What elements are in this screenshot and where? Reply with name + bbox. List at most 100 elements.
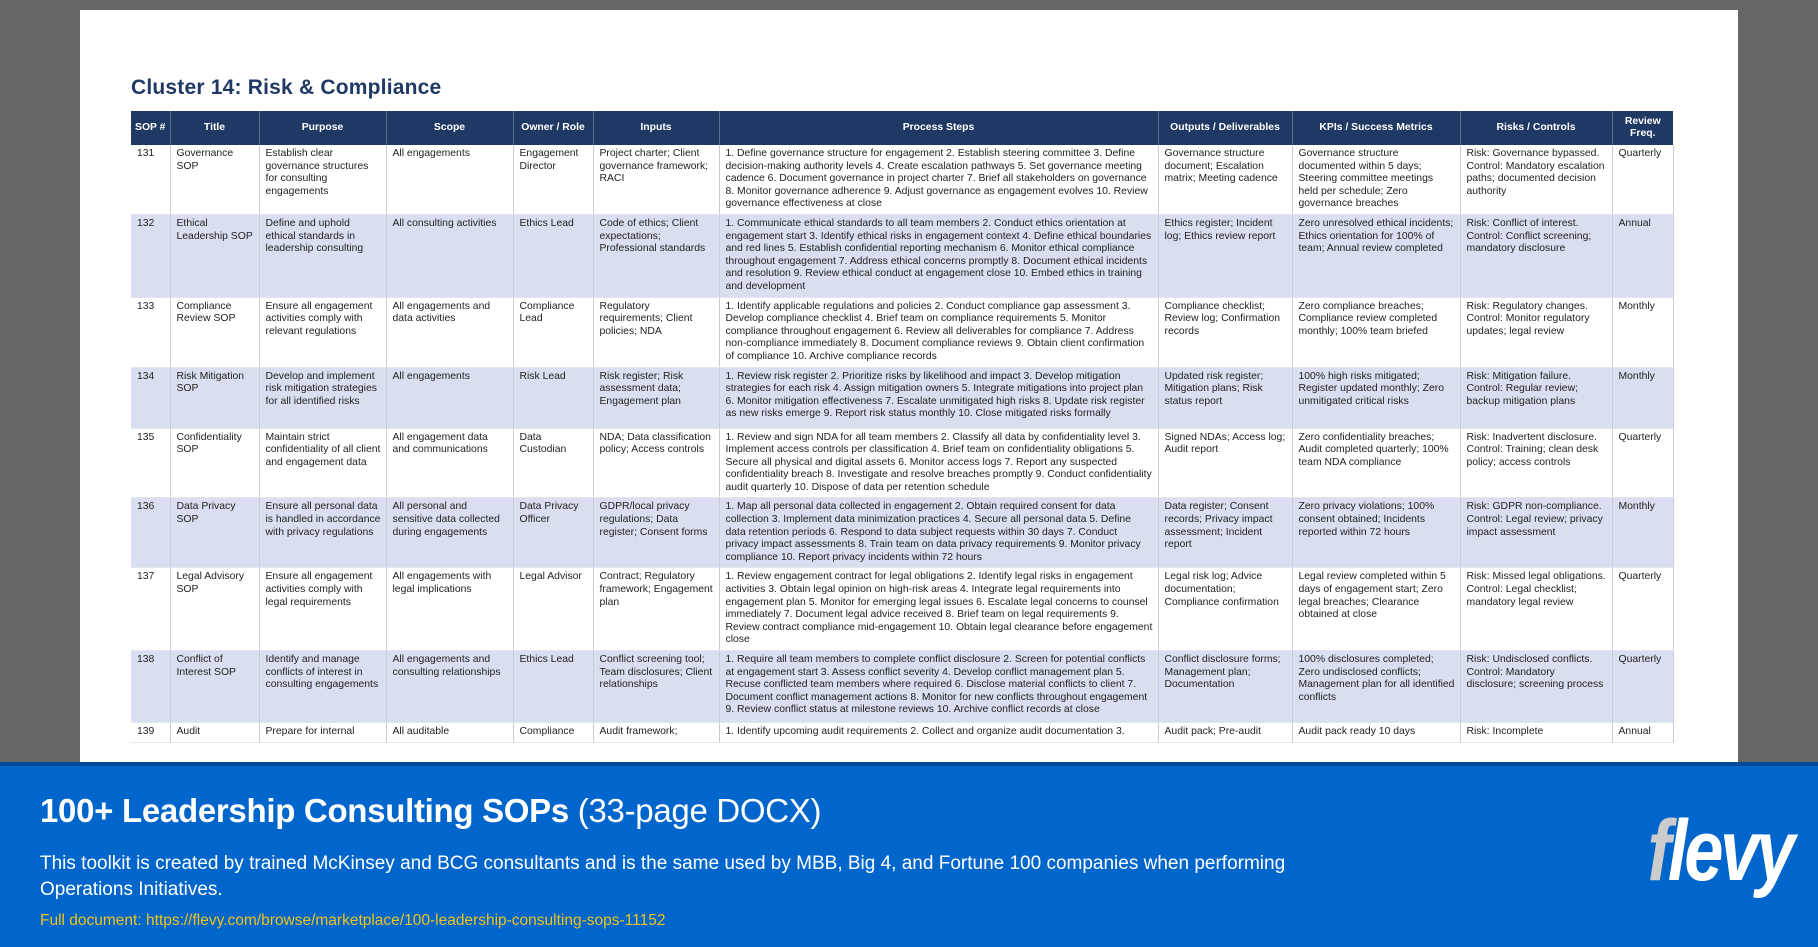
process-steps-cell: 1. Review engagement contract for legal … xyxy=(718,567,1158,651)
risks-controls-cell: Risk: Governance bypassed. Control: Mand… xyxy=(1459,145,1612,215)
col-header-scope: Scope xyxy=(385,111,513,145)
outputs-cell: Signed NDAs; Access log; Audit report xyxy=(1157,428,1292,499)
inputs-cell: Code of ethics; Client expectations; Pro… xyxy=(592,214,719,298)
col-header-title: Title xyxy=(169,111,259,145)
kpis-cell: Zero confidentiality breaches; Audit com… xyxy=(1291,428,1460,499)
scope-cell: All engagement data and communications xyxy=(385,428,513,499)
outputs-cell: Governance structure document; Escalatio… xyxy=(1157,145,1292,215)
sop-number-cell: 136 xyxy=(131,497,170,569)
table-header-row: SOP # Title Purpose Scope Owner / Role I… xyxy=(131,111,1673,145)
purpose-cell: Ensure all personal data is handled in a… xyxy=(258,497,386,569)
process-steps-cell: 1. Identify upcoming audit requirements … xyxy=(718,722,1158,743)
purpose-cell: Ensure all engagement activities comply … xyxy=(258,567,386,651)
cluster-heading: Cluster 14: Risk & Compliance xyxy=(131,76,442,99)
table-row: 135 Confidentiality SOP Maintain strict co… xyxy=(131,428,1674,499)
purpose-cell: Establish clear governance structures fo… xyxy=(258,145,386,215)
inputs-cell: Audit framework; xyxy=(592,722,719,743)
col-header-owner: Owner / Role xyxy=(512,111,593,145)
inputs-cell: GDPR/local privacy regulations; Data reg… xyxy=(592,497,719,569)
logo-rest: levy xyxy=(1667,803,1795,899)
review-frequency-cell: Quarterly xyxy=(1611,567,1674,651)
review-frequency-cell: Quarterly xyxy=(1611,145,1674,215)
process-steps-cell: 1. Require all team members to complete … xyxy=(718,650,1158,723)
outputs-cell: Audit pack; Pre-audit xyxy=(1157,722,1292,743)
sop-title-cell: Conflict of Interest SOP xyxy=(169,650,259,723)
promo-banner: 100+ Leadership Consulting SOPs (33-page… xyxy=(0,762,1818,947)
table-row: 136 Data Privacy SOP Ensure all personal d… xyxy=(131,497,1674,569)
review-frequency-cell: Annual xyxy=(1611,214,1674,298)
scope-cell: All engagements xyxy=(385,367,513,429)
process-steps-cell: 1. Define governance structure for engag… xyxy=(718,145,1158,215)
sop-title-cell: Risk Mitigation SOP xyxy=(169,367,259,429)
scope-cell: All engagements with legal implications xyxy=(385,567,513,651)
col-header-review-freq: Review Freq. xyxy=(1611,111,1673,145)
sop-number-cell: 131 xyxy=(131,145,170,215)
owner-role-cell: Data Custodian xyxy=(512,428,593,499)
inputs-cell: Regulatory requirements; Client policies… xyxy=(592,297,719,368)
sop-number-cell: 132 xyxy=(131,214,170,298)
risks-controls-cell: Risk: Missed legal obligations. Control:… xyxy=(1459,567,1612,651)
scope-cell: All engagements and consulting relations… xyxy=(385,650,513,723)
table-row: 132 Ethical Leadership SOP Define and upho… xyxy=(131,214,1674,298)
banner-title-pages: (33-page DOCX) xyxy=(568,792,822,829)
table-row: 133 Compliance Review SOP Ensure all engag… xyxy=(131,297,1674,368)
sop-table: SOP # Title Purpose Scope Owner / Role I… xyxy=(131,111,1674,743)
banner-description: This toolkit is created by trained McKin… xyxy=(40,853,1286,900)
kpis-cell: Zero unresolved ethical incidents; Ethic… xyxy=(1291,214,1460,298)
kpis-cell: Audit pack ready 10 days xyxy=(1291,722,1460,743)
owner-role-cell: Compliance xyxy=(512,722,593,743)
outputs-cell: Legal risk log; Advice documentation; Co… xyxy=(1157,567,1292,651)
purpose-cell: Identify and manage conflicts of interes… xyxy=(258,650,386,723)
process-steps-cell: 1. Identify applicable regulations and p… xyxy=(718,297,1158,368)
inputs-cell: Project charter; Client governance frame… xyxy=(592,145,719,215)
owner-role-cell: Legal Advisor xyxy=(512,567,593,651)
inputs-cell: Conflict screening tool; Team disclosure… xyxy=(592,650,719,723)
kpis-cell: Zero privacy violations; 100% consent ob… xyxy=(1291,497,1460,569)
risks-controls-cell: Risk: Regulatory changes. Control: Monit… xyxy=(1459,297,1612,368)
risks-controls-cell: Risk: Inadvertent disclosure. Control: T… xyxy=(1459,428,1612,499)
process-steps-cell: 1. Review risk register 2. Prioritize ri… xyxy=(718,367,1158,429)
owner-role-cell: Data Privacy Officer xyxy=(512,497,593,569)
sop-title-cell: Governance SOP xyxy=(169,145,259,215)
review-frequency-cell: Quarterly xyxy=(1611,428,1674,499)
banner-title-main: 100+ Leadership Consulting SOPs xyxy=(40,792,569,829)
table-row: 134 Risk Mitigation SOP Develop and implem… xyxy=(131,367,1674,429)
full-document-link[interactable]: Full document: https://flevy.com/browse/… xyxy=(40,912,666,929)
scope-cell: All engagements and data activities xyxy=(385,297,513,368)
kpis-cell: 100% high risks mitigated; Register upda… xyxy=(1291,367,1460,429)
table-row: 137 Legal Advisory SOP Ensure all engageme… xyxy=(131,567,1674,651)
table-row: 138 Conflict of Interest SOP Identify and … xyxy=(131,650,1674,723)
sop-title-cell: Compliance Review SOP xyxy=(169,297,259,368)
process-steps-cell: 1. Map all personal data collected in en… xyxy=(718,497,1158,569)
outputs-cell: Ethics register; Incident log; Ethics re… xyxy=(1157,214,1292,298)
col-header-kpis: KPIs / Success Metrics xyxy=(1291,111,1460,145)
col-header-sop: SOP # xyxy=(131,111,170,145)
risks-controls-cell: Risk: Conflict of interest. Control: Con… xyxy=(1459,214,1612,298)
document-page: Cluster 14: Risk & Compliance SOP # Titl… xyxy=(80,10,1738,770)
scope-cell: All auditable xyxy=(385,722,513,743)
kpis-cell: 100% disclosures completed; Zero undiscl… xyxy=(1291,650,1460,723)
inputs-cell: Contract; Regulatory framework; Engageme… xyxy=(592,567,719,651)
flevy-logo[interactable]: flevy xyxy=(1647,803,1796,899)
outputs-cell: Conflict disclosure forms; Management pl… xyxy=(1157,650,1292,723)
sop-title-cell: Ethical Leadership SOP xyxy=(169,214,259,298)
col-header-inputs: Inputs xyxy=(592,111,719,145)
review-frequency-cell: Annual xyxy=(1611,722,1674,743)
sop-title-cell: Legal Advisory SOP xyxy=(169,567,259,651)
risks-controls-cell: Risk: Undisclosed conflicts. Control: Ma… xyxy=(1459,650,1612,723)
risks-controls-cell: Risk: Incomplete xyxy=(1459,722,1612,743)
kpis-cell: Legal review completed within 5 days of … xyxy=(1291,567,1460,651)
sop-number-cell: 133 xyxy=(131,297,170,368)
logo-f: f xyxy=(1647,803,1671,899)
owner-role-cell: Engagement Director xyxy=(512,145,593,215)
col-header-outputs: Outputs / Deliverables xyxy=(1157,111,1292,145)
outputs-cell: Updated risk register; Mitigation plans;… xyxy=(1157,367,1292,429)
owner-role-cell: Risk Lead xyxy=(512,367,593,429)
table-row: 139 Audit Prepare for internal All auditabl… xyxy=(131,722,1674,743)
purpose-cell: Define and uphold ethical standards in l… xyxy=(258,214,386,298)
outputs-cell: Compliance checklist; Review log; Confir… xyxy=(1157,297,1292,368)
scope-cell: All personal and sensitive data collecte… xyxy=(385,497,513,569)
kpis-cell: Governance structure documented within 5… xyxy=(1291,145,1460,215)
review-frequency-cell: Quarterly xyxy=(1611,650,1674,723)
sop-title-cell: Audit xyxy=(169,722,259,743)
